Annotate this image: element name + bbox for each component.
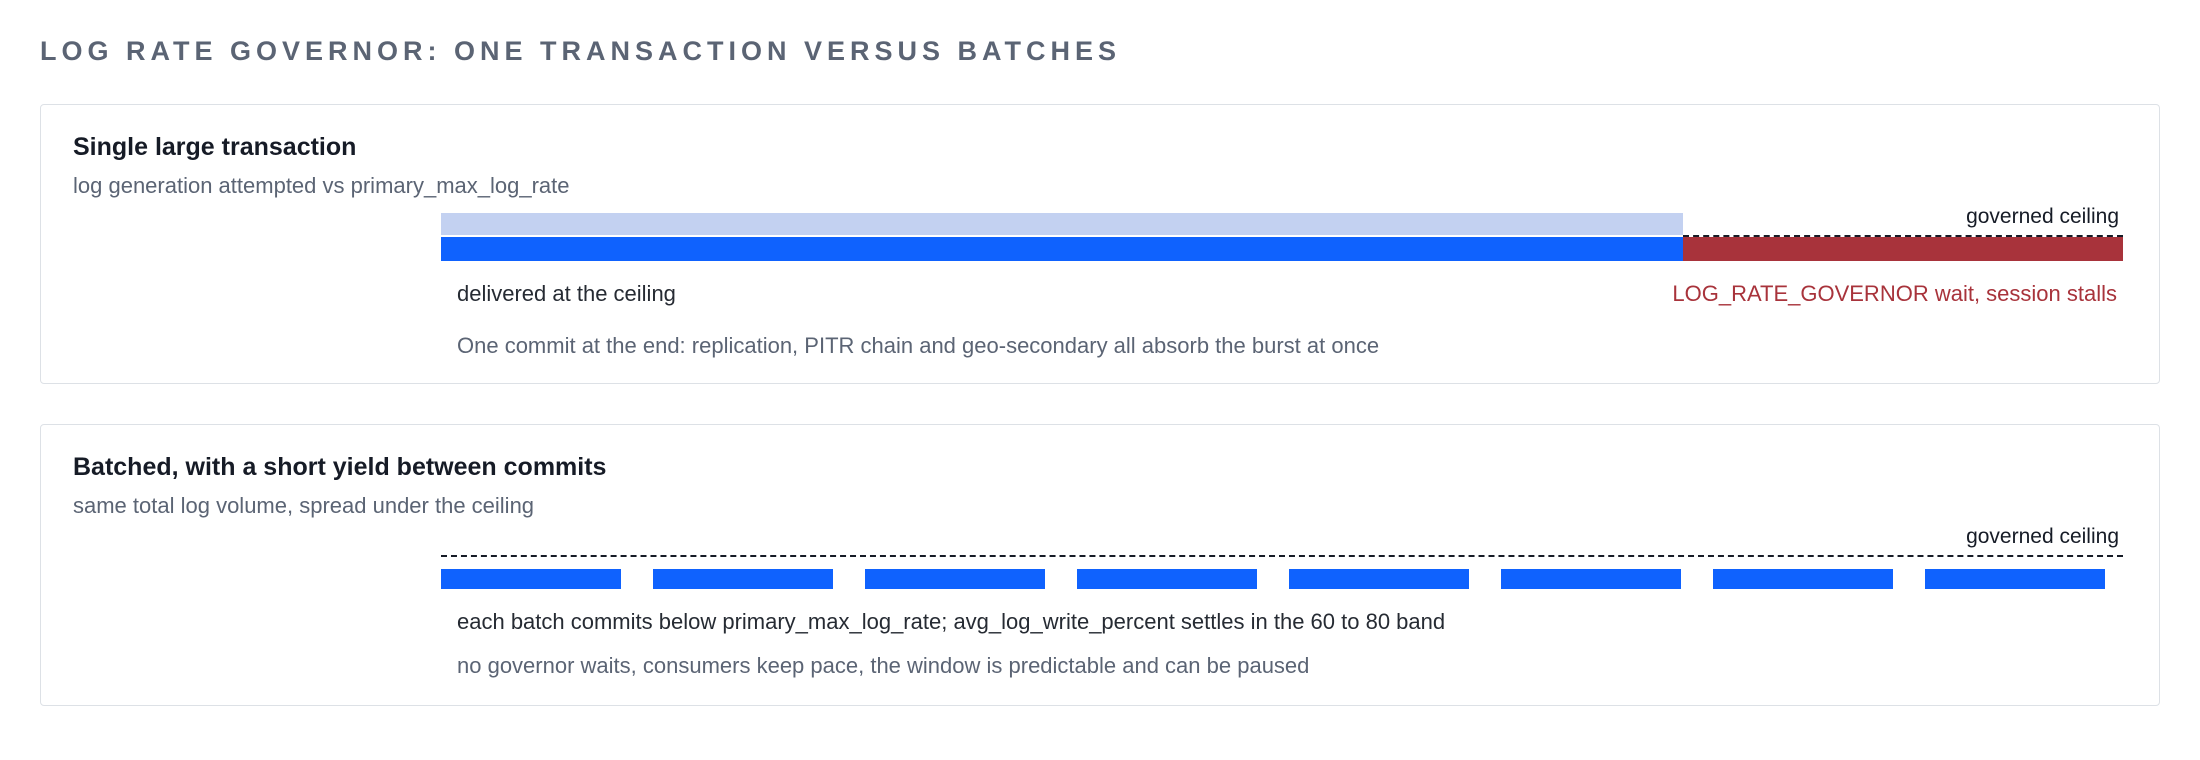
batched-note: each batch commits below primary_max_log… <box>457 609 1446 634</box>
single-transaction-panel: Single large transaction log generation … <box>40 104 2160 384</box>
stall-bar <box>1683 237 2123 261</box>
batched-panel-title: Batched, with a short yield between comm… <box>73 453 607 481</box>
single-panel-subtitle: log generation attempted vs primary_max_… <box>73 173 570 198</box>
batch-segment <box>1713 569 1893 589</box>
single-panel-title: Single large transaction <box>73 133 357 161</box>
attempted-log-bar <box>441 213 1683 235</box>
single-footnote: One commit at the end: replication, PITR… <box>457 333 1380 358</box>
batch-segment <box>865 569 1045 589</box>
delivered-label: delivered at the ceiling <box>457 281 676 306</box>
single-ceiling-label: governed ceiling <box>1966 205 2119 228</box>
batched-panel: Batched, with a short yield between comm… <box>40 424 2160 706</box>
single-ceiling-line <box>1683 235 2123 237</box>
batch-segment <box>1501 569 1681 589</box>
batched-panel-subtitle: same total log volume, spread under the … <box>73 493 535 518</box>
batched-ceiling-label: governed ceiling <box>1966 525 2119 548</box>
batch-segment <box>1289 569 1469 589</box>
delivered-bar <box>441 237 1683 261</box>
page-title: LOG RATE GOVERNOR: ONE TRANSACTION VERSU… <box>40 36 1122 66</box>
batch-segment <box>1925 569 2105 589</box>
batched-ceiling-line <box>441 555 2123 557</box>
batched-footnote: no governor waits, consumers keep pace, … <box>457 653 1310 678</box>
stall-label: LOG_RATE_GOVERNOR wait, session stalls <box>1672 281 2117 306</box>
batch-segment <box>653 569 833 589</box>
batch-segment <box>441 569 621 589</box>
batch-segment <box>1077 569 1257 589</box>
